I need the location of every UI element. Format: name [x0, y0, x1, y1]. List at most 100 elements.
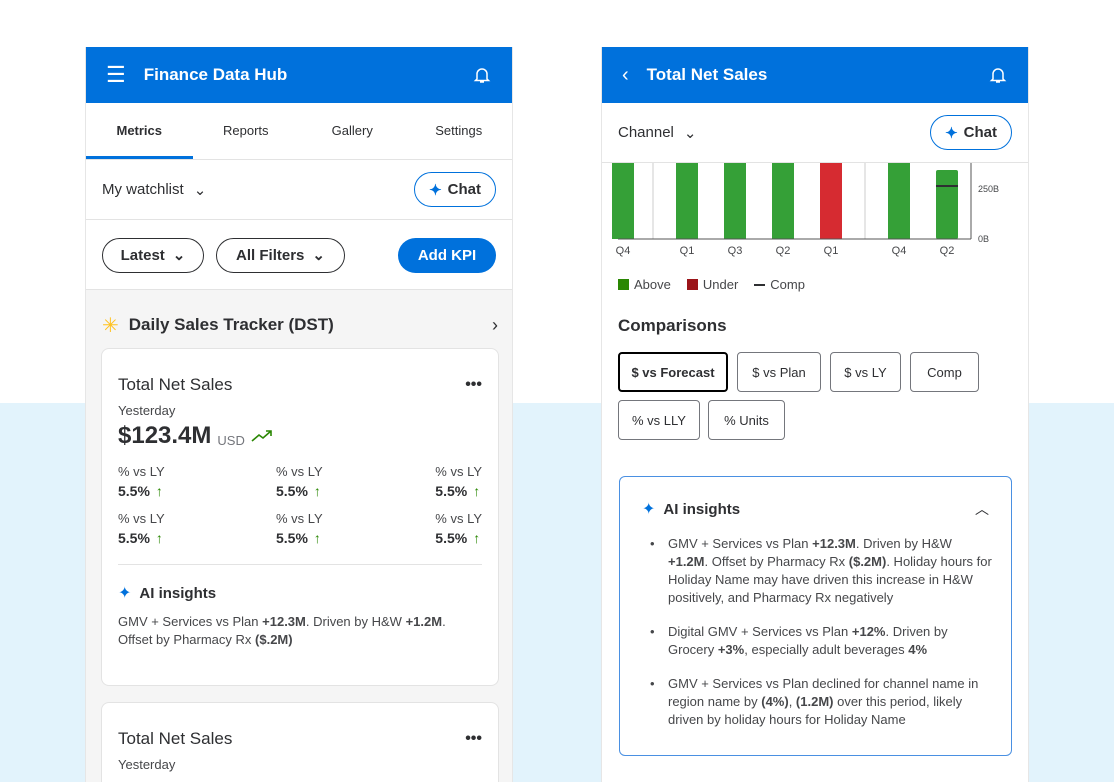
- legend-comp-line: [754, 283, 766, 286]
- tab-settings[interactable]: Settings: [435, 123, 483, 138]
- insight-text: GMV + Services vs Plan declined for chan…: [668, 676, 979, 709]
- insight-text: ,: [788, 694, 796, 709]
- y-tick-label: 0B: [978, 234, 989, 244]
- trend-up-icon: [251, 430, 272, 442]
- metric-value: 5.5%: [118, 483, 150, 499]
- metric-label: % vs LY: [118, 511, 165, 526]
- metric-value: 5.5%: [276, 483, 308, 499]
- insight-item: GMV + Services vs Plan +12.3M. Driven by…: [620, 535, 1011, 607]
- ai-insights-panel: ✦ AI insights ︿ GMV + Services vs Plan +…: [619, 476, 1012, 756]
- metric-item: % vs LY 5.5% ↑: [276, 464, 434, 499]
- tab-gallery[interactable]: Gallery: [331, 123, 373, 138]
- comparison-vs-ly[interactable]: $ vs LY: [830, 352, 901, 392]
- arrow-up-icon: ↑: [155, 483, 163, 499]
- all-filters-dropdown[interactable]: All Filters ⌄: [216, 237, 345, 273]
- insight-text: . Offset by Pharmacy Rx: [704, 554, 849, 569]
- comparison-vs-lly[interactable]: % vs LLY: [618, 400, 700, 440]
- bar-chart: Q4 Q1 Q3 Q2 Q1 Q4 Q2 0B 250B: [612, 163, 999, 257]
- card-title: Total Net Sales: [118, 729, 233, 748]
- channel-dropdown[interactable]: Channel ⌄: [618, 124, 930, 142]
- arrow-up-icon: ↑: [473, 483, 481, 499]
- back-arrow-icon[interactable]: ‹: [622, 63, 629, 86]
- tab-reports[interactable]: Reports: [222, 123, 269, 138]
- watchlist-dropdown[interactable]: My watchlist ⌄: [102, 181, 414, 199]
- section-title: Daily Sales Tracker (DST): [128, 315, 334, 334]
- comparison-units[interactable]: % Units: [708, 400, 785, 440]
- metric-label: % vs LY: [276, 511, 323, 526]
- spark-logo-icon: ✳: [102, 314, 119, 337]
- chat-label: Chat: [447, 181, 481, 198]
- card-period: Yesterday: [118, 757, 176, 772]
- chat-button[interactable]: ✦ Chat: [414, 172, 496, 207]
- insight-text: . Offset by Pharmacy Rx: [118, 614, 446, 647]
- bar: [724, 163, 746, 239]
- chevron-down-icon: ⌄: [312, 247, 325, 264]
- insight-highlight: 4%: [908, 642, 928, 657]
- insight-text: GMV + Services vs Plan: [668, 536, 813, 551]
- x-tick-label: Q1: [680, 245, 695, 257]
- chat-label: Chat: [963, 124, 997, 141]
- ai-insights-title: AI insights: [663, 500, 741, 518]
- chat-button[interactable]: ✦ Chat: [930, 115, 1012, 150]
- ai-insights-title: AI insights: [139, 584, 217, 602]
- chevron-up-icon[interactable]: ︿: [975, 501, 989, 517]
- latest-dropdown[interactable]: Latest ⌄: [102, 237, 204, 273]
- x-tick-label: Q1: [824, 245, 839, 257]
- channel-label: Channel: [618, 124, 674, 141]
- comparisons-title: Comparisons: [618, 316, 727, 335]
- screen-title: Total Net Sales: [646, 65, 768, 84]
- insight-highlight: ($.2M): [255, 632, 293, 647]
- insight-text: , especially adult beverages: [744, 642, 909, 657]
- card-title: Total Net Sales: [118, 375, 233, 394]
- card-period: Yesterday: [118, 403, 176, 418]
- insight-text: . Driven by H&W: [305, 614, 406, 629]
- more-options-icon[interactable]: •••: [465, 376, 482, 393]
- legend-under-swatch: [686, 279, 698, 290]
- bell-icon[interactable]: [472, 65, 492, 85]
- legend-under: Under: [702, 277, 739, 292]
- latest-label: Latest: [120, 246, 165, 264]
- legend-comp: Comp: [770, 277, 805, 292]
- insight-text: GMV + Services vs Plan: [118, 614, 263, 629]
- card-value: $123.4M: [118, 422, 212, 449]
- add-kpi-button[interactable]: Add KPI: [398, 237, 496, 273]
- legend-above: Above: [634, 277, 671, 292]
- app-header: ‹ Total Net Sales: [602, 47, 1028, 103]
- metric-value: 5.5%: [118, 530, 150, 546]
- arrow-up-icon: ↑: [473, 530, 481, 546]
- comparison-comp[interactable]: Comp: [910, 352, 979, 392]
- legend-above-swatch: [618, 279, 629, 290]
- insight-highlight: +12%: [851, 624, 886, 639]
- kpi-card[interactable]: Total Net Sales ••• Yesterday $123.4M US…: [101, 348, 499, 686]
- x-tick-label: Q4: [616, 245, 631, 257]
- section-header[interactable]: ✳ Daily Sales Tracker (DST) ›: [86, 290, 512, 360]
- insight-text: Digital GMV + Services vs Plan: [668, 624, 852, 639]
- comparison-vs-plan[interactable]: $ vs Plan: [737, 352, 821, 392]
- more-options-icon[interactable]: •••: [465, 730, 482, 747]
- metric-label: % vs LY: [435, 464, 482, 479]
- menu-icon[interactable]: ☰: [106, 62, 126, 87]
- arrow-up-icon: ↑: [313, 483, 321, 499]
- kpi-card[interactable]: Total Net Sales ••• Yesterday: [101, 702, 499, 782]
- comparison-vs-forecast[interactable]: $ vs Forecast: [618, 352, 728, 392]
- y-tick-label: 250B: [978, 184, 999, 194]
- main-tabs: Metrics Reports Gallery Settings: [86, 103, 512, 160]
- bar: [888, 163, 910, 239]
- sparkle-icon: ✦: [945, 124, 958, 142]
- metric-label: % vs LY: [435, 511, 482, 526]
- bell-icon[interactable]: [988, 65, 1008, 85]
- total-net-sales-screen: ‹ Total Net Sales Channel ⌄ ✦ Chat Q4 Q1 Q3…: [601, 47, 1029, 782]
- metric-value: 5.5%: [435, 483, 468, 499]
- insight-highlight: (4%): [761, 694, 789, 709]
- insight-text: . Driven by Grocery: [668, 624, 948, 657]
- insight-item: GMV + Services vs Plan declined for chan…: [620, 675, 1011, 729]
- tab-metrics[interactable]: Metrics: [86, 103, 193, 159]
- insight-item: Digital GMV + Services vs Plan +12%. Dri…: [620, 623, 1011, 659]
- metric-label: % vs LY: [276, 464, 323, 479]
- app-title: Finance Data Hub: [143, 65, 288, 84]
- sparkle-icon: ✦: [118, 585, 132, 602]
- insight-highlight: +12.3M: [812, 536, 856, 551]
- metric-item: % vs LY 5.5% ↑: [435, 511, 482, 546]
- x-tick-label: Q3: [728, 245, 743, 257]
- chevron-down-icon: ⌄: [172, 247, 186, 264]
